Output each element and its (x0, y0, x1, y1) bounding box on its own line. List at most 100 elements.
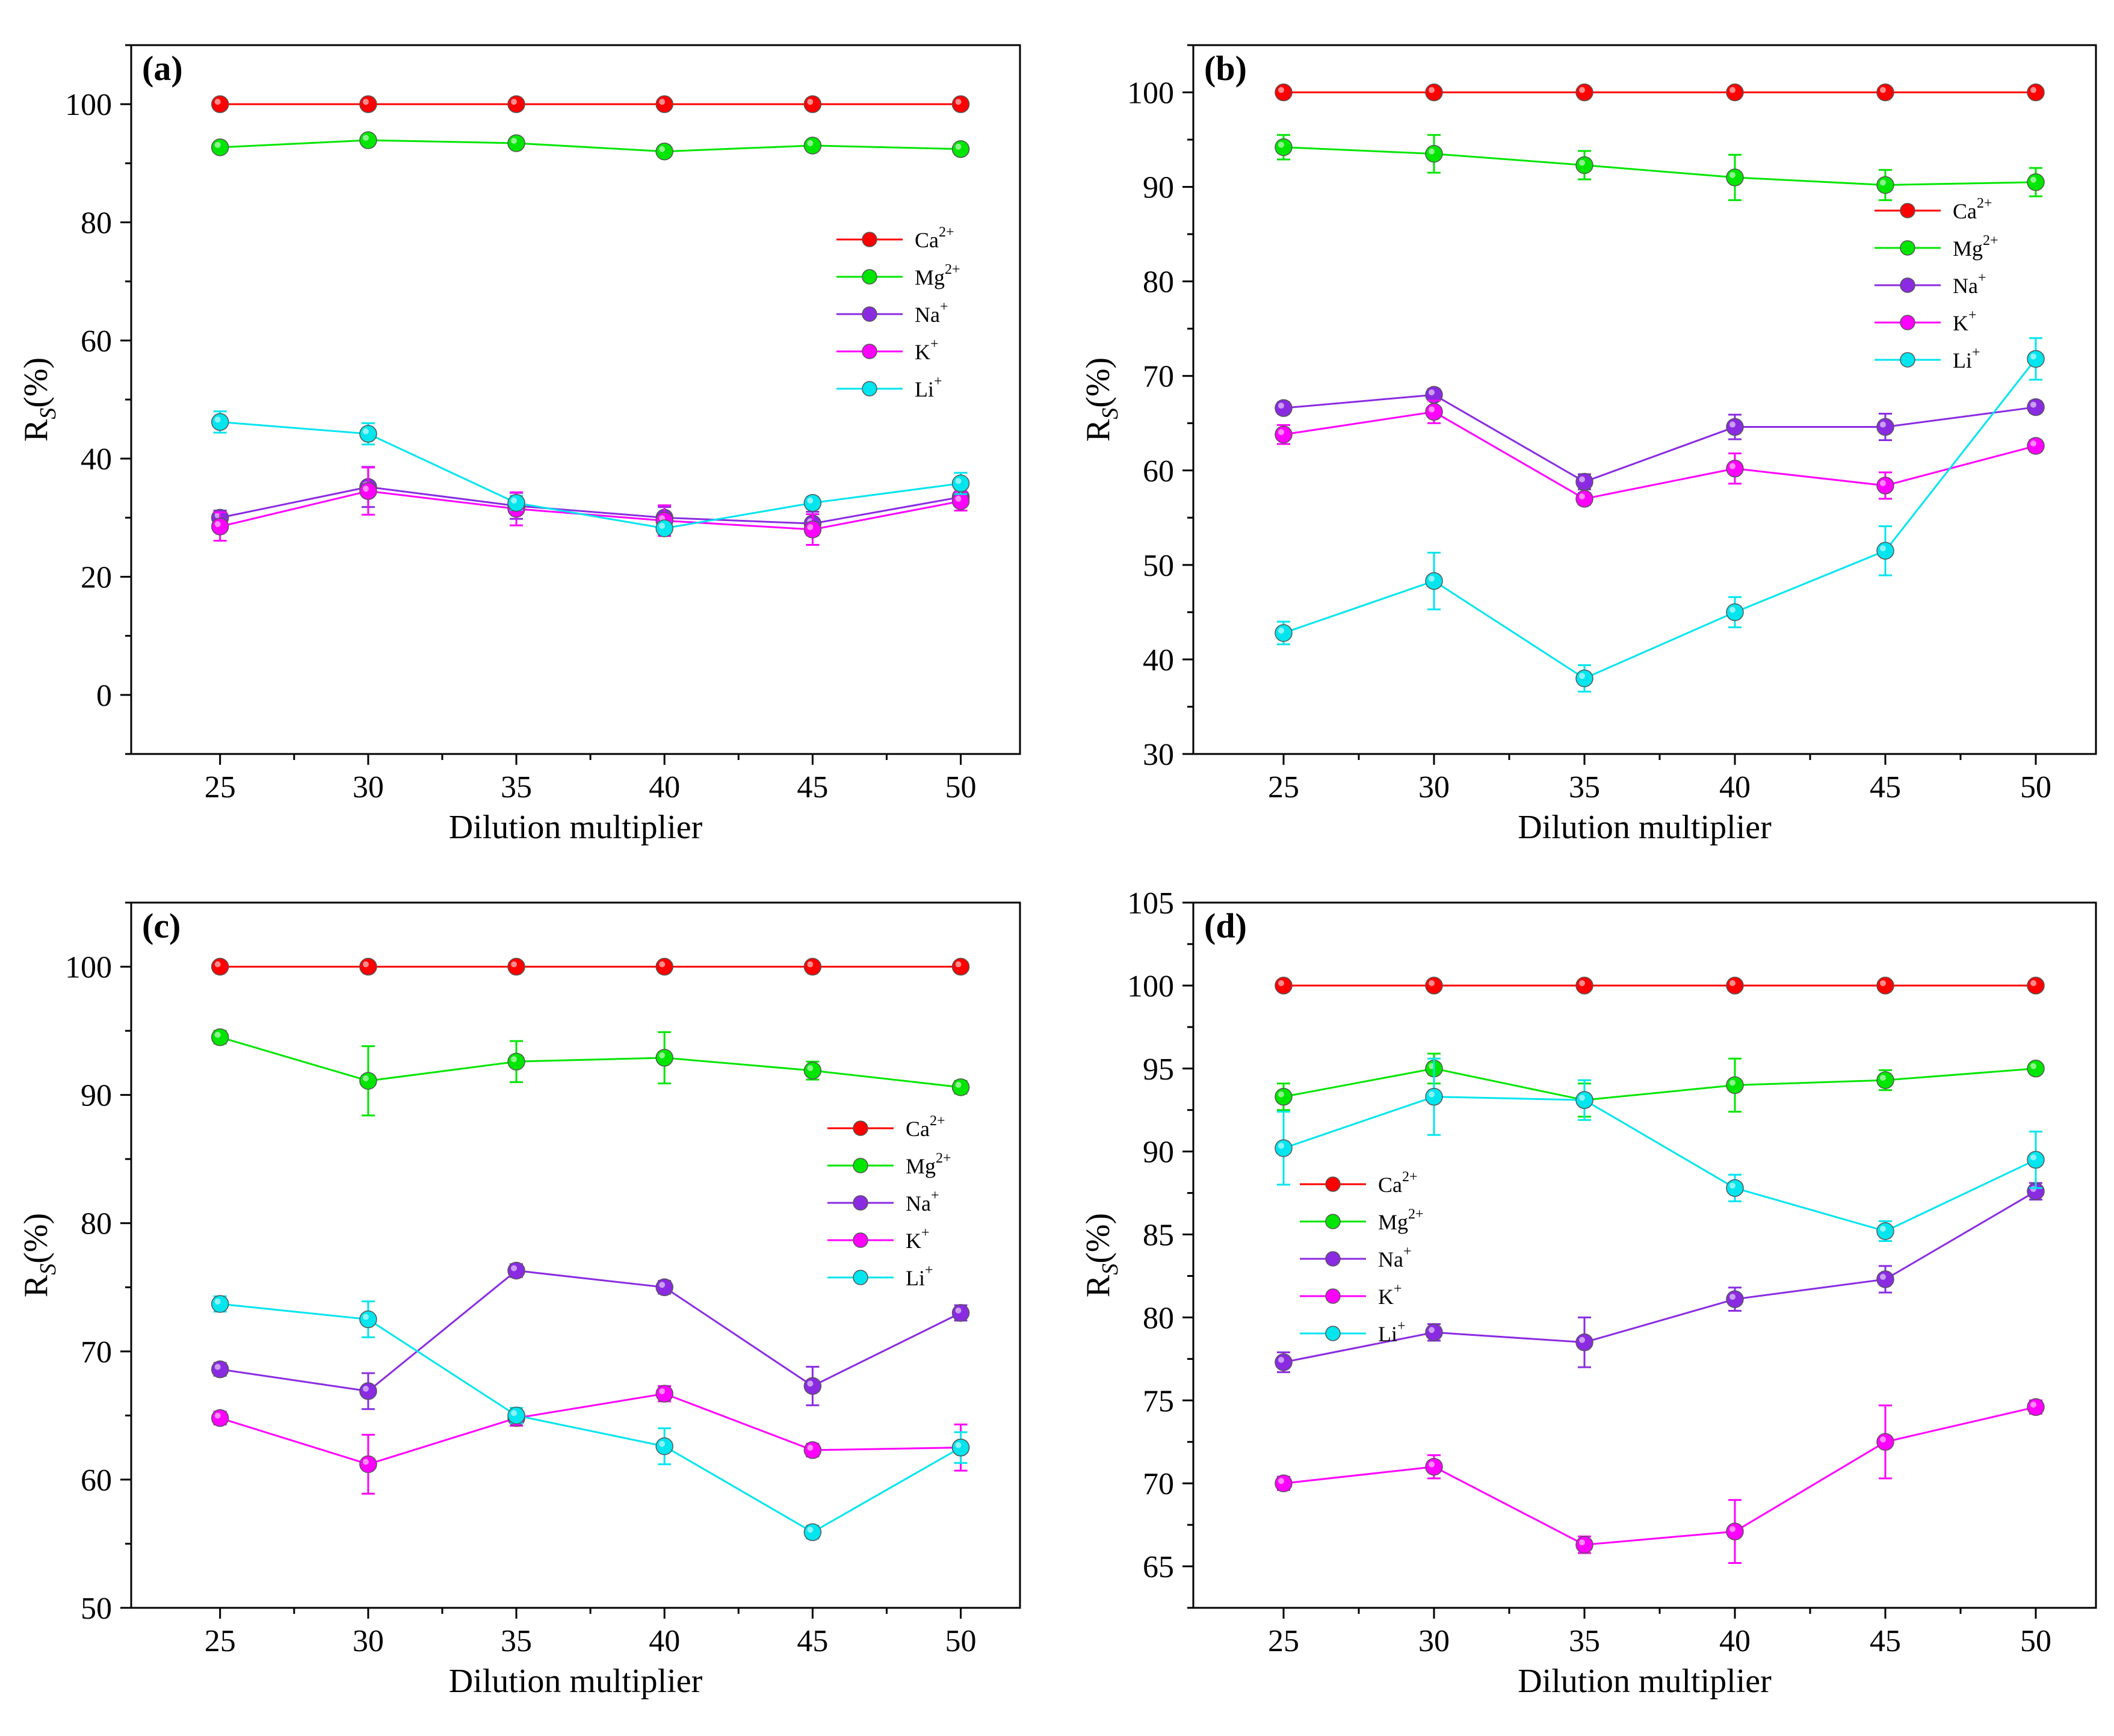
legend-item-ca: Ca2+ (827, 1113, 945, 1141)
data-point (951, 957, 970, 976)
x-tick-label: 30 (1418, 1624, 1450, 1658)
x-tick-label: 30 (353, 1624, 384, 1658)
y-axis-title: RS(%) (1080, 1213, 1123, 1297)
legend-marker (853, 1270, 868, 1285)
data-point-highlight (1729, 1526, 1735, 1533)
legend-label: K+ (915, 336, 939, 364)
data-point-highlight (1579, 493, 1585, 499)
data-point (951, 140, 970, 158)
data-point-highlight (511, 1056, 518, 1063)
y-axis-title-suffix: (%) (17, 357, 55, 408)
data-point-highlight (214, 961, 221, 968)
data-point (2027, 83, 2045, 102)
data-point (1575, 1091, 1593, 1109)
data-point-highlight (362, 1314, 369, 1320)
data-point-highlight (807, 961, 814, 968)
data-point-highlight (807, 99, 814, 105)
data-point-highlight (1278, 141, 1284, 148)
data-point-highlight (1278, 627, 1284, 634)
legend-label: K+ (906, 1225, 930, 1253)
data-point (1876, 83, 1894, 102)
y-tick-label: 80 (81, 206, 112, 241)
legend-label: Mg2+ (906, 1151, 951, 1178)
data-point-highlight (2030, 87, 2036, 93)
data-point (951, 95, 970, 113)
data-point (507, 1052, 525, 1070)
data-point-highlight (659, 1388, 666, 1395)
data-point-highlight (214, 1031, 221, 1038)
legend-item-mg: Mg2+ (827, 1151, 951, 1178)
legend-label-sup: + (931, 1188, 939, 1203)
data-point (1425, 977, 1443, 995)
data-point-highlight (362, 961, 369, 968)
data-point (1726, 603, 1744, 622)
series-line (1283, 146, 2036, 186)
series-ca (1275, 977, 2045, 995)
x-tick-label: 50 (2020, 1624, 2051, 1658)
legend-label: Ca2+ (915, 224, 954, 252)
data-point-highlight (1729, 421, 1735, 428)
data-point-highlight (1729, 87, 1735, 93)
series-line (220, 1303, 962, 1534)
data-point-highlight (1579, 159, 1585, 166)
data-point-highlight (511, 1410, 518, 1416)
legend-label: Li+ (906, 1262, 933, 1290)
chart-panel-a: (a) 0 20 40 60 80 100 25 30 35 40 45 50 Dilution mult… (17, 44, 1021, 846)
x-tick-label: 30 (1418, 770, 1450, 805)
legend-item-ca: Ca2+ (1874, 196, 1992, 223)
y-tick-label: 60 (81, 324, 112, 359)
data-point-highlight (1579, 1336, 1585, 1343)
series-line (1283, 358, 2037, 680)
data-point (1575, 156, 1593, 175)
data-point (1275, 1353, 1293, 1371)
legend-marker (1325, 1176, 1341, 1192)
data-point-highlight (659, 523, 666, 530)
data-point-highlight (214, 416, 221, 423)
data-point (1275, 425, 1293, 443)
y-tick-label: 20 (81, 561, 112, 595)
data-point-highlight (807, 1065, 814, 1072)
data-point (359, 957, 377, 976)
series-na (1275, 1182, 2045, 1373)
legend: Ca2+Mg2+Na+K+Li+ (1300, 1169, 1424, 1346)
legend-label-name: Mg (1953, 236, 1983, 261)
data-point (211, 413, 229, 431)
x-tick-label: 40 (1719, 770, 1751, 805)
data-point-highlight (1579, 476, 1585, 483)
data-point (1876, 977, 1894, 995)
legend-item-li: Li+ (1874, 345, 1980, 372)
legend-label-sup: 2+ (939, 224, 954, 240)
data-point-highlight (807, 140, 814, 146)
data-point (1425, 1457, 1443, 1476)
data-point (1876, 542, 1894, 560)
data-point (1726, 1076, 1744, 1095)
data-point (655, 1049, 673, 1067)
data-point-highlight (1880, 1075, 1886, 1081)
y-tick-label: 40 (1143, 643, 1174, 678)
legend-item-k: K+ (1300, 1281, 1402, 1309)
data-point-highlight (2030, 176, 2036, 183)
data-point (211, 517, 229, 536)
legend-marker (853, 1232, 868, 1248)
y-axis-title-suffix: (%) (17, 1213, 55, 1264)
data-point (359, 1072, 377, 1090)
legend-marker (862, 232, 877, 247)
data-point-highlight (955, 478, 962, 484)
data-point-highlight (511, 497, 518, 504)
legend-label-name: K (915, 340, 930, 364)
y-axis-title-sub: S (1098, 408, 1123, 419)
data-point-highlight (659, 99, 666, 105)
data-point (2027, 977, 2045, 995)
series-line (1283, 1067, 2036, 1101)
y-tick-label: 50 (81, 1592, 112, 1626)
series-line (1283, 410, 2036, 500)
y-axis-title-sub: S (36, 1264, 61, 1275)
y-axis-title-sub: S (1098, 1264, 1123, 1275)
series-ca (1275, 83, 2045, 102)
data-point (803, 137, 822, 155)
data-point-highlight (955, 143, 962, 150)
data-point-highlight (955, 1307, 962, 1314)
legend-label-sup: + (1968, 307, 1977, 323)
chart-panel-d: (d) 65 70 75 80 85 90 95 100 105 25 30 35 40 45 50 Dilut… (1080, 886, 2097, 1700)
